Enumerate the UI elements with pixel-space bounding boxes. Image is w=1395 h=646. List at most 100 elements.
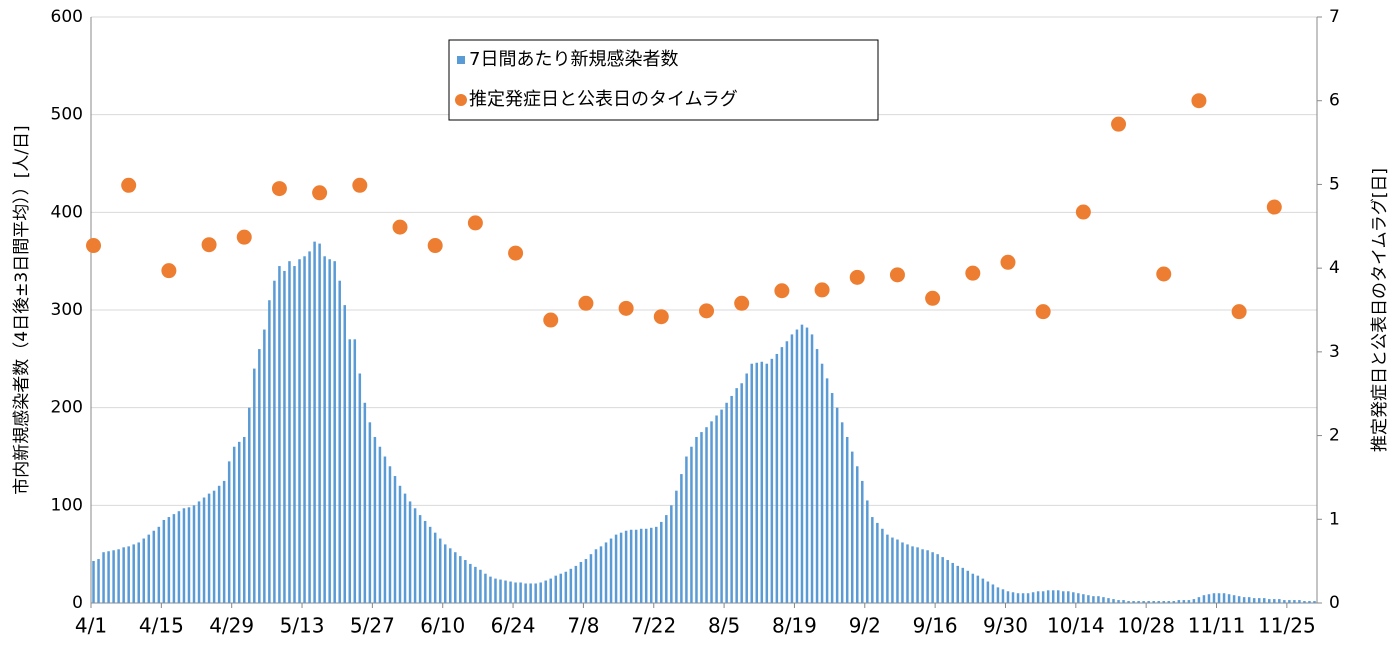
bar (639, 528, 643, 603)
bar (981, 578, 985, 603)
x-tick-label: 4/1 (75, 614, 107, 638)
bar (308, 251, 311, 603)
dot (1266, 199, 1282, 215)
bar (398, 485, 402, 603)
bar (725, 402, 728, 603)
bar (624, 530, 628, 603)
x-tick-label: 9/2 (849, 614, 881, 638)
bar (167, 517, 171, 603)
x-tick-label: 8/19 (772, 614, 817, 638)
bar (1082, 594, 1085, 603)
bar (896, 539, 899, 603)
bar (554, 575, 558, 603)
y2-tick-label: 5 (1329, 174, 1340, 194)
bar (544, 580, 547, 603)
bar (278, 266, 281, 603)
bar (1217, 593, 1221, 603)
y-tick-label: 300 (51, 300, 83, 320)
dot (271, 181, 287, 197)
bar (338, 280, 341, 603)
bar (288, 261, 291, 603)
bar (886, 534, 889, 603)
bar (906, 544, 909, 603)
bar (1051, 590, 1055, 603)
bar (137, 542, 140, 603)
y2-axis-label: 推定発症日と公表日のタイムラグ[日] (1370, 168, 1390, 452)
y2-tick-label: 0 (1329, 593, 1340, 613)
bar (850, 451, 854, 603)
bar (785, 341, 789, 603)
bar (1182, 600, 1186, 603)
y-tick-label: 200 (51, 398, 83, 418)
bar (584, 559, 588, 603)
bar (504, 580, 507, 603)
bar (479, 569, 482, 603)
bar (283, 270, 286, 603)
legend-label: 7日間あたり新規感染者数 (469, 49, 678, 70)
y-tick-label: 400 (51, 202, 83, 222)
bar (775, 353, 779, 603)
bar (956, 565, 959, 603)
bar (855, 466, 859, 603)
bar (680, 474, 683, 603)
bar (1046, 590, 1050, 603)
bar (358, 373, 362, 603)
bar (1232, 595, 1236, 603)
bar (594, 549, 598, 603)
dot (543, 312, 559, 328)
y-tick-label: 600 (51, 7, 83, 27)
bar (564, 571, 568, 603)
x-tick-label: 8/5 (708, 614, 740, 638)
bar (212, 490, 216, 603)
bar (1197, 597, 1201, 603)
bar (469, 563, 472, 603)
bar (378, 446, 382, 603)
bar (1001, 589, 1005, 603)
y2-tick-label: 3 (1329, 342, 1340, 362)
x-tick-label: 6/24 (491, 614, 536, 638)
y2-tick-label: 1 (1329, 509, 1340, 529)
bar (127, 546, 130, 603)
y-tick-label: 0 (72, 593, 83, 613)
x-tick-label: 5/13 (280, 614, 325, 638)
x-tick-label: 10/28 (1117, 614, 1175, 638)
bar (1072, 592, 1075, 603)
bar (1177, 600, 1181, 603)
bar (926, 550, 929, 603)
bar (1147, 601, 1150, 603)
bar (1237, 596, 1241, 603)
bar (655, 526, 658, 603)
bar (172, 514, 176, 603)
bar (665, 515, 668, 603)
bar (423, 520, 427, 603)
x-tick-label: 7/8 (567, 614, 599, 638)
bar (735, 388, 738, 603)
x-tick-label: 4/15 (139, 614, 184, 638)
dot (699, 303, 715, 319)
bar (519, 582, 522, 603)
bar (609, 538, 613, 603)
bar (373, 436, 377, 603)
bar (765, 363, 769, 603)
bar (1117, 600, 1120, 603)
bar (187, 507, 191, 603)
y-tick-label: 500 (51, 105, 83, 125)
x-tick-label: 5/27 (350, 614, 395, 638)
bar (976, 575, 980, 603)
bar (303, 256, 306, 603)
bar (1026, 593, 1030, 603)
bar (494, 578, 497, 603)
bar (253, 368, 256, 603)
bar (946, 560, 949, 603)
bar (122, 547, 125, 603)
bar (1192, 599, 1196, 603)
bar (1278, 599, 1281, 603)
legend-box (448, 39, 879, 121)
x-tick-label: 11/25 (1258, 614, 1316, 638)
bar (97, 559, 100, 603)
bar (192, 505, 196, 603)
bar (1252, 598, 1256, 603)
bar (966, 570, 970, 603)
bar (248, 407, 251, 603)
bar (1308, 601, 1311, 603)
